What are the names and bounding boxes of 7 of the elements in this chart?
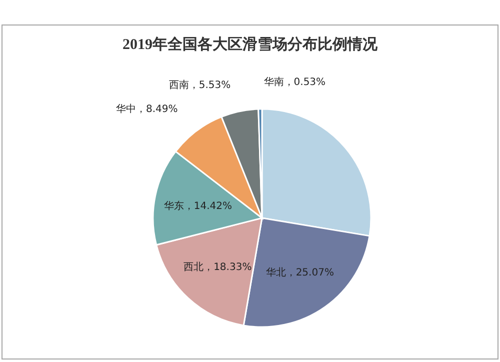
slice-label: 西北，18.33% [184,261,252,274]
slice-label: 华南，0.53% [264,76,326,88]
slice-label: 华中，8.49% [116,102,178,115]
slice-label: 华东，14.42% [164,200,232,212]
chart-title: 2019年全国各大区滑雪场分布比例情况 [122,36,378,53]
slice-label: 西南，5.53% [168,78,231,91]
slice-label: 华北，25.07% [266,266,334,278]
